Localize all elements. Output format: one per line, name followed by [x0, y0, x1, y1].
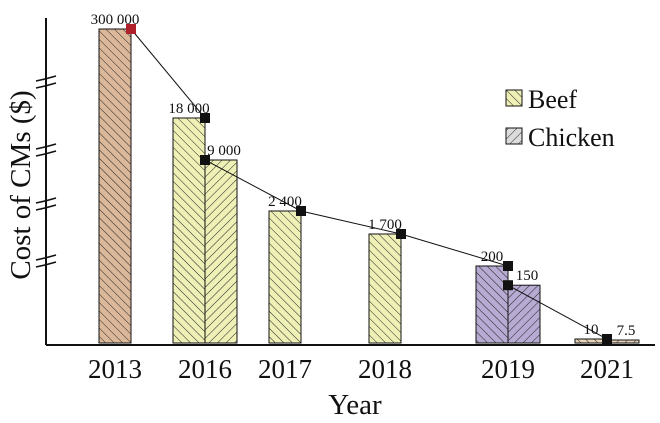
trend-marker [503, 280, 513, 291]
x-tick-label-2016: 2016 [178, 354, 232, 384]
bar-beef-hatch-2016 [173, 118, 205, 343]
bar-chicken-hatch-2021 [607, 340, 639, 343]
legend-swatch-beef-hatch [506, 90, 522, 106]
data-label-beef-2018: 1 700 [368, 217, 402, 233]
legend: Beef Chicken [505, 85, 615, 152]
trend-marker [503, 261, 513, 271]
bar-chicken-hatch-2016 [205, 160, 237, 343]
data-label-beef-2013: 300 000 [91, 12, 140, 28]
x-tick-label-2021: 2021 [580, 354, 634, 384]
legend-label-chicken: Chicken [528, 123, 615, 152]
data-label-chicken-2016: 9 000 [207, 143, 241, 159]
bar-beef-hatch-2018 [369, 234, 401, 343]
trend-marker [200, 155, 210, 165]
legend-swatch-chicken-hatch [506, 128, 522, 144]
axis-break-marks [35, 75, 57, 268]
bar-beef-hatch-2017 [269, 211, 301, 343]
bar-beef-hatch-2019 [476, 266, 508, 343]
data-label-beef-2016: 18 000 [168, 101, 209, 117]
data-label-beef-2019: 200 [481, 249, 504, 265]
trend-marker [296, 206, 306, 216]
trend-marker [396, 229, 406, 239]
trend-marker [126, 24, 136, 34]
x-tick-label-2017: 2017 [258, 354, 312, 384]
x-tick-label-2019: 2019 [481, 354, 535, 384]
data-label-chicken-2021: 7.5 [617, 323, 636, 339]
x-tick-label-2013: 2013 [88, 354, 142, 384]
data-label-beef-2017: 2 400 [268, 194, 302, 210]
trend-marker [200, 113, 210, 123]
y-axis-title: Cost of CMs ($) [5, 90, 37, 279]
trend-marker [602, 335, 612, 345]
bar-beef-hatch-2013 [99, 29, 131, 343]
legend-label-beef: Beef [528, 85, 577, 114]
bar-chicken-hatch-2019 [508, 285, 540, 343]
data-label-chicken-2019: 150 [516, 268, 539, 284]
data-label-beef-2021: 10 [584, 322, 599, 338]
x-tick-label-2018: 2018 [358, 354, 412, 384]
x-axis-title: Year [328, 389, 382, 421]
bar-beef-hatch-2021 [575, 339, 607, 343]
